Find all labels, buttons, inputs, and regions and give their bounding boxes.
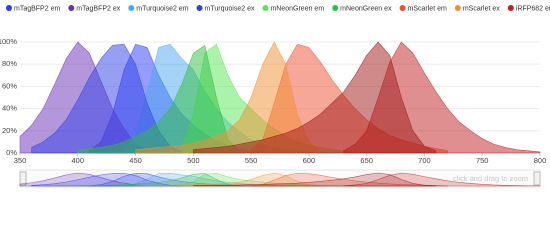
navigator-handle[interactable] <box>533 171 541 186</box>
y-tick-label: 20% <box>2 126 17 135</box>
y-tick-label: 0% <box>6 148 17 157</box>
chart: click and drag to zoom 0% 20% 40% 60% 80% 100… <box>0 5 550 188</box>
y-tick-label: 60% <box>2 81 17 90</box>
legend-label[interactable]: mScarlet em <box>408 5 447 12</box>
x-tick-label: 450 <box>129 156 142 165</box>
legend-label[interactable]: mTurquoise2 em <box>136 5 188 12</box>
x-tick-label: 650 <box>360 156 373 165</box>
navigator-area <box>343 172 541 187</box>
x-tick-label: 550 <box>245 156 258 165</box>
navigator-area <box>135 172 321 187</box>
navigator-area <box>193 172 437 187</box>
legend-marker[interactable] <box>262 5 269 11</box>
legend-label[interactable]: mTagBFP2 ex <box>76 5 120 12</box>
legend-label[interactable]: mScarlet ex <box>463 5 500 12</box>
legend-label[interactable]: mNeonGreen ex <box>340 5 392 12</box>
legend-label[interactable]: mTagBFP2 em <box>14 5 60 12</box>
legend-marker[interactable] <box>332 5 339 11</box>
legend-marker[interactable] <box>68 5 75 11</box>
x-tick-label: 800 <box>534 156 547 165</box>
x-tick-label: 500 <box>187 156 200 165</box>
x-tick-label: 400 <box>72 156 85 165</box>
x-tick-label: 700 <box>418 156 431 165</box>
legend-marker[interactable] <box>128 5 135 11</box>
zoom-hint: click and drag to zoom <box>453 174 528 183</box>
legend-label[interactable]: iRFP682 em <box>516 5 550 12</box>
legend-marker[interactable] <box>196 5 203 11</box>
legend-marker[interactable] <box>6 5 12 11</box>
y-tick-label: 100% <box>0 37 17 46</box>
legend-marker[interactable] <box>454 5 461 11</box>
legend-label[interactable]: mNeonGreen em <box>270 5 324 12</box>
spectrum-area <box>193 41 437 154</box>
legend-marker[interactable] <box>507 5 514 11</box>
plot: 0% 20% 40% 60% 80% 100% 350 400 450 500 550 600 650 7… <box>0 5 550 187</box>
x-tick-label: 600 <box>303 156 316 165</box>
y-tick-label: 80% <box>2 59 17 68</box>
legend-label[interactable]: mTurquoise2 ex <box>205 5 255 12</box>
x-tick-label: 350 <box>14 156 27 165</box>
legend-marker[interactable] <box>399 5 406 11</box>
y-tick-label: 40% <box>2 104 17 113</box>
x-tick-label: 750 <box>476 156 489 165</box>
navigator-handle[interactable] <box>19 171 27 186</box>
